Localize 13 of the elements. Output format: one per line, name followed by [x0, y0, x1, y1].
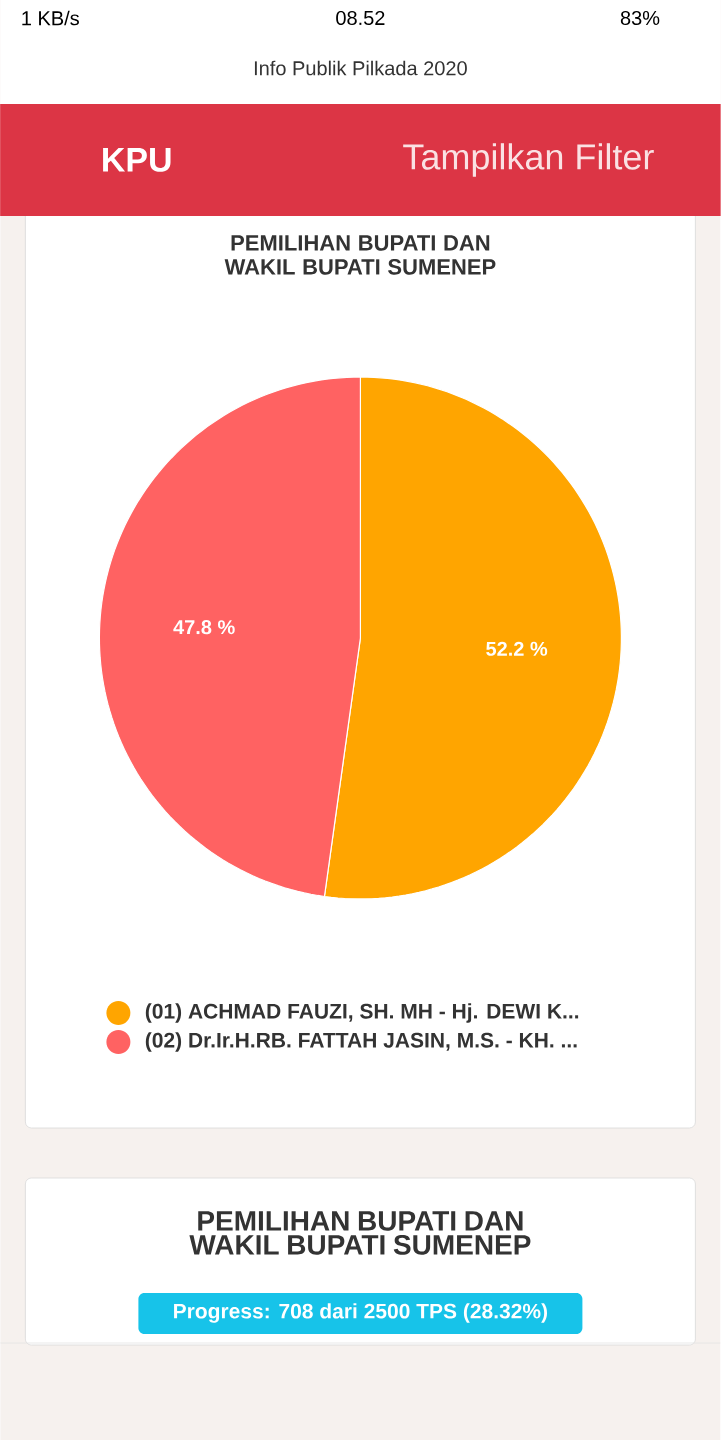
text: 08.52	[336, 10, 385, 26]
data-label: 47.8 %	[173, 620, 235, 635]
text: PEMILIHAN BUPATI DAN WAKIL BUPATI SUMENEP	[189, 1211, 531, 1255]
chart-title: PEMILIHAN BUPATI DAN WAKIL BUPATI SUMENEP	[224, 235, 496, 275]
text: Progress: 708 dari 2500 TPS (28.32%)	[174, 1303, 548, 1323]
text: Info Publik Pilkada 2020	[255, 60, 467, 76]
legend-label: (01) ACHMAD FAUZI, SH. MH - Hj. DEWI K...	[145, 1003, 579, 1023]
text: 83%	[620, 10, 660, 26]
text: KPU	[103, 148, 171, 172]
text: 1 KB/s	[22, 10, 80, 26]
legend-label: (02) Dr.Ir.H.RB. FATTAH JASIN, M.S. - KH. ...	[145, 1032, 577, 1052]
data-label: 52.2 %	[486, 641, 548, 656]
text: Tampilkan Filter	[403, 143, 654, 177]
